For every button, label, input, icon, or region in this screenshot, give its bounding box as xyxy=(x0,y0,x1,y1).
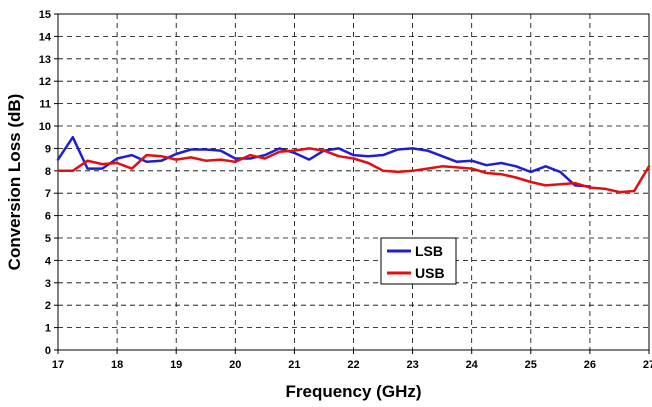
legend-label-usb: USB xyxy=(415,265,445,281)
y-tick-label: 5 xyxy=(45,233,51,245)
y-tick-label: 4 xyxy=(45,255,52,267)
y-tick-label: 10 xyxy=(39,121,51,133)
grid xyxy=(58,14,649,350)
x-tick-label: 20 xyxy=(229,359,241,371)
y-axis-title: Conversion Loss (dB) xyxy=(5,94,24,271)
x-tick-label: 19 xyxy=(170,359,182,371)
plot-frame xyxy=(57,13,650,351)
legend: LSB USB xyxy=(380,237,457,285)
x-tick-label: 26 xyxy=(584,359,596,371)
x-tick-label: 23 xyxy=(406,359,418,371)
x-tick-label: 21 xyxy=(288,359,300,371)
x-tick-label: 22 xyxy=(347,359,359,371)
x-axis-ticks: 17 18 19 20 21 22 23 24 25 26 27 xyxy=(52,350,652,371)
y-tick-label: 6 xyxy=(45,211,51,223)
legend-box xyxy=(380,237,457,285)
y-tick-label: 12 xyxy=(39,76,51,88)
y-tick-label: 8 xyxy=(45,166,51,178)
x-axis-title: Frequency (GHz) xyxy=(285,382,421,401)
y-tick-label: 13 xyxy=(39,54,51,66)
y-tick-label: 1 xyxy=(45,323,51,335)
legend-label-lsb: LSB xyxy=(415,243,443,259)
y-tick-label: 15 xyxy=(39,9,51,21)
x-tick-label: 17 xyxy=(52,359,64,371)
series-line-usb xyxy=(56,147,651,194)
y-tick-label: 14 xyxy=(39,31,52,43)
y-tick-label: 7 xyxy=(45,188,51,200)
y-tick-label: 11 xyxy=(39,99,51,111)
x-tick-label: 27 xyxy=(643,359,652,371)
x-tick-label: 25 xyxy=(525,359,537,371)
y-tick-label: 3 xyxy=(45,278,51,290)
series-layer xyxy=(56,135,651,194)
y-tick-label: 0 xyxy=(45,345,51,357)
y-tick-label: 2 xyxy=(45,300,51,312)
x-tick-label: 24 xyxy=(466,359,479,371)
y-tick-label: 9 xyxy=(45,143,51,155)
x-tick-label: 18 xyxy=(111,359,123,371)
